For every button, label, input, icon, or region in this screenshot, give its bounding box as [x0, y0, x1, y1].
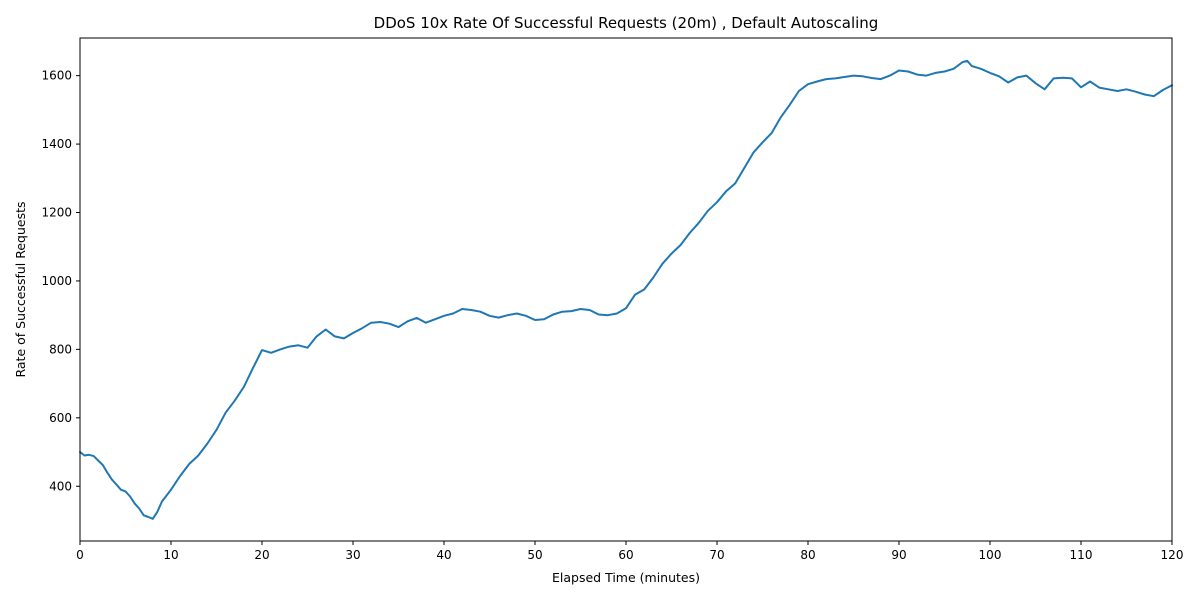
- y-tick-label: 1400: [41, 137, 72, 151]
- x-tick-label: 50: [527, 548, 542, 562]
- x-tick-label: 120: [1161, 548, 1184, 562]
- plot-frame: [79, 37, 1173, 542]
- y-tick-label: 800: [49, 342, 72, 356]
- x-tick-label: 30: [345, 548, 360, 562]
- x-tick-label: 100: [979, 548, 1002, 562]
- y-tick-label: 400: [49, 479, 72, 493]
- y-tick-label: 1200: [41, 206, 72, 220]
- x-tick-label: 20: [254, 548, 269, 562]
- x-tick-label: 10: [163, 548, 178, 562]
- x-tick-label: 110: [1070, 548, 1093, 562]
- x-tick-label: 70: [709, 548, 724, 562]
- x-tick-label: 80: [800, 548, 815, 562]
- y-tick-label: 1600: [41, 69, 72, 83]
- x-tick-label: 90: [891, 548, 906, 562]
- x-tick-label: 0: [76, 548, 84, 562]
- x-axis-label: Elapsed Time (minutes): [552, 570, 700, 585]
- y-axis-ticks: 400 600 800 1000 1200 1400 1600: [41, 69, 80, 493]
- y-axis-label: Rate of Successful Requests: [13, 201, 28, 377]
- chart-title: DDoS 10x Rate Of Successful Requests (20…: [374, 14, 879, 32]
- x-axis-ticks: 0 10 20 30 40 50 60 70 80 90 100 110 120: [76, 541, 1183, 562]
- y-tick-label: 600: [49, 411, 72, 425]
- plot-area: [79, 59, 1173, 520]
- series-line: [79, 59, 1173, 520]
- y-tick-label: 1000: [41, 274, 72, 288]
- x-tick-label: 40: [436, 548, 451, 562]
- x-tick-label: 60: [618, 548, 633, 562]
